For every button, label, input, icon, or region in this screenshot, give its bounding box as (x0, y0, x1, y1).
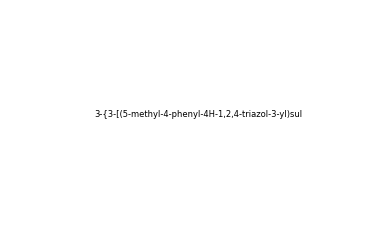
Text: 3-{3-[(5-methyl-4-phenyl-4H-1,2,4-triazol-3-yl)sul: 3-{3-[(5-methyl-4-phenyl-4H-1,2,4-triazo… (95, 110, 303, 119)
